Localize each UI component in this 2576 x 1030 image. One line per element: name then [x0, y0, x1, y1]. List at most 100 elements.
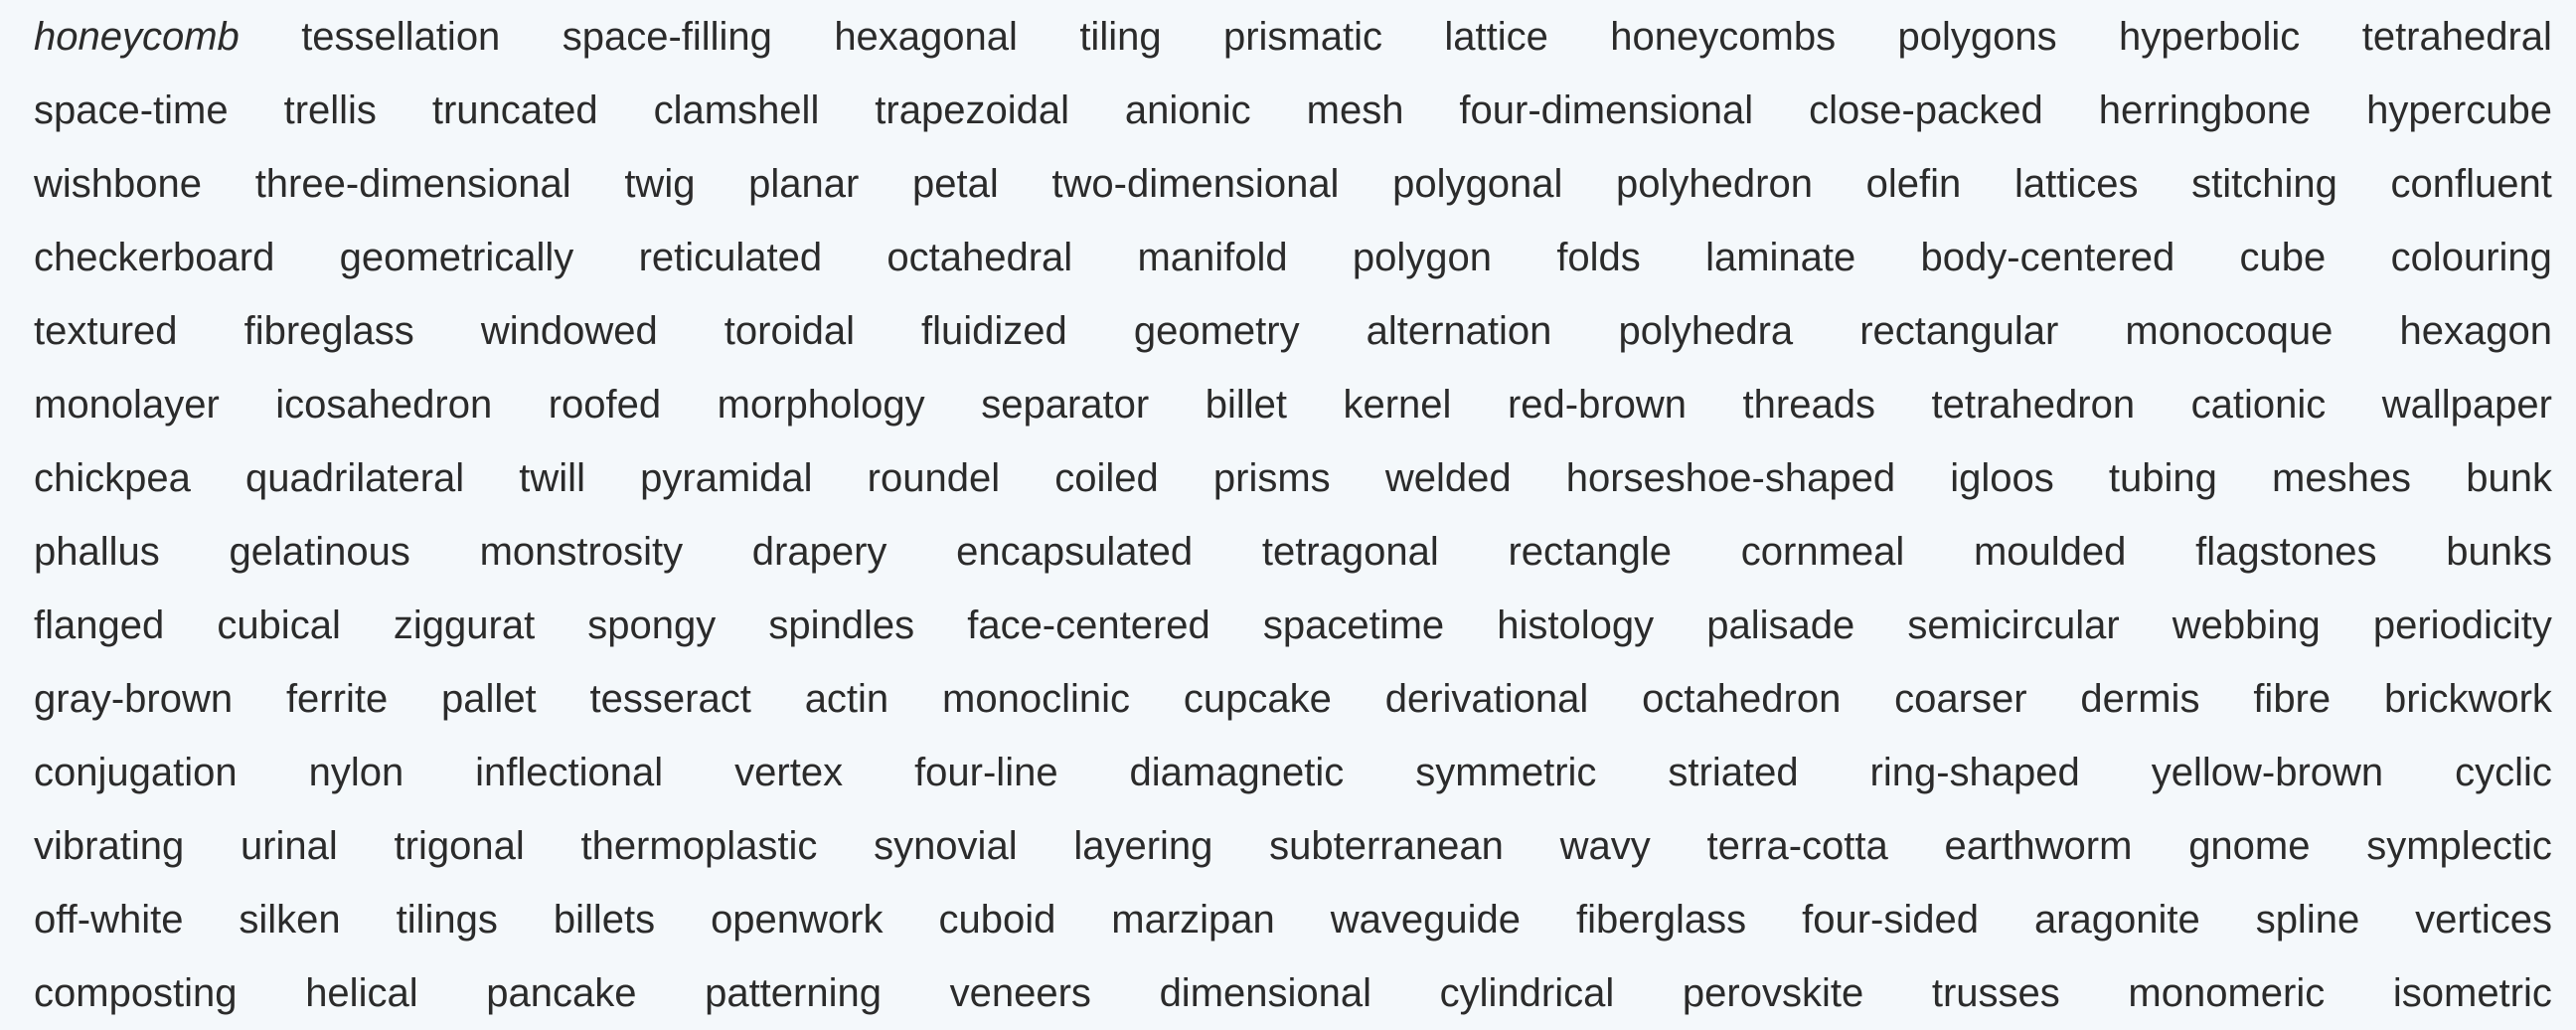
related-word[interactable]: three-dimensional: [254, 162, 571, 206]
related-word[interactable]: hexagon: [2399, 309, 2552, 353]
related-word[interactable]: space-time: [34, 88, 229, 132]
related-word[interactable]: wavy: [1559, 824, 1651, 868]
related-word[interactable]: hyperbolic: [2118, 15, 2301, 59]
related-word[interactable]: thermoplastic: [580, 824, 818, 868]
related-word[interactable]: billets: [553, 898, 656, 942]
related-word[interactable]: prismatic: [1222, 15, 1382, 59]
related-word[interactable]: polyhedra: [1618, 309, 1794, 353]
related-word[interactable]: truncated: [431, 88, 598, 132]
related-word[interactable]: patterning: [705, 971, 882, 1015]
related-word[interactable]: vibrating: [34, 824, 185, 868]
related-word[interactable]: symplectic: [2366, 824, 2552, 868]
related-word[interactable]: polyhedron: [1616, 162, 1813, 206]
related-word[interactable]: terra-cotta: [1706, 824, 1888, 868]
related-word[interactable]: moulded: [1973, 530, 2127, 574]
related-word[interactable]: four-dimensional: [1459, 88, 1754, 132]
related-word[interactable]: petal: [912, 162, 999, 206]
related-word[interactable]: wallpaper: [2381, 383, 2552, 427]
related-word[interactable]: vertex: [734, 751, 844, 794]
related-word[interactable]: two-dimensional: [1051, 162, 1340, 206]
related-word[interactable]: igloos: [1950, 456, 2054, 500]
related-word[interactable]: trapezoidal: [875, 88, 1069, 132]
related-word[interactable]: isometric: [2392, 971, 2552, 1015]
related-word[interactable]: histology: [1497, 603, 1655, 647]
related-word[interactable]: bunk: [2466, 456, 2552, 500]
related-word[interactable]: rectangular: [1859, 309, 2059, 353]
related-word[interactable]: colouring: [2390, 236, 2552, 279]
related-word[interactable]: alternation: [1366, 309, 1552, 353]
related-word[interactable]: confluent: [2390, 162, 2552, 206]
related-word[interactable]: cube: [2239, 236, 2327, 279]
related-word[interactable]: cuboid: [938, 898, 1056, 942]
related-word[interactable]: composting: [34, 971, 238, 1015]
related-word[interactable]: reticulated: [638, 236, 823, 279]
related-word[interactable]: close-packed: [1809, 88, 2043, 132]
related-word[interactable]: aragonite: [2033, 898, 2200, 942]
related-word[interactable]: spacetime: [1262, 603, 1445, 647]
related-word[interactable]: four-sided: [1802, 898, 1979, 942]
related-word[interactable]: monoclinic: [942, 677, 1131, 721]
related-word[interactable]: fiberglass: [1575, 898, 1747, 942]
related-word[interactable]: monomeric: [2128, 971, 2326, 1015]
related-word[interactable]: tubing: [2108, 456, 2217, 500]
related-word[interactable]: welded: [1384, 456, 1512, 500]
related-word[interactable]: gray-brown: [34, 677, 234, 721]
related-word[interactable]: planar: [748, 162, 860, 206]
related-word[interactable]: pallet: [441, 677, 537, 721]
related-word[interactable]: spongy: [587, 603, 717, 647]
related-word[interactable]: off-white: [34, 898, 184, 942]
related-word[interactable]: manifold: [1137, 236, 1288, 279]
related-word[interactable]: drapery: [751, 530, 887, 574]
related-word[interactable]: body-centered: [1920, 236, 2175, 279]
related-word[interactable]: red-brown: [1507, 383, 1688, 427]
related-word[interactable]: rectangle: [1508, 530, 1673, 574]
related-word[interactable]: trellis: [283, 88, 377, 132]
related-word[interactable]: ring-shaped: [1869, 751, 2080, 794]
related-word[interactable]: cylindrical: [1439, 971, 1615, 1015]
related-word[interactable]: anionic: [1124, 88, 1251, 132]
related-word[interactable]: tesseract: [589, 677, 751, 721]
related-word[interactable]: ziggurat: [393, 603, 536, 647]
related-word[interactable]: actin: [804, 677, 889, 721]
related-word[interactable]: flanged: [34, 603, 165, 647]
related-word[interactable]: laminate: [1705, 236, 1856, 279]
related-word[interactable]: symmetric: [1415, 751, 1597, 794]
related-word[interactable]: tetrahedron: [1931, 383, 2136, 427]
related-word[interactable]: fluidized: [921, 309, 1067, 353]
related-word[interactable]: conjugation: [34, 751, 238, 794]
related-word[interactable]: trigonal: [394, 824, 525, 868]
related-word[interactable]: cornmeal: [1740, 530, 1905, 574]
related-word[interactable]: periodicity: [2372, 603, 2552, 647]
related-word[interactable]: ferrite: [285, 677, 389, 721]
related-word[interactable]: subterranean: [1269, 824, 1504, 868]
related-word[interactable]: gnome: [2188, 824, 2311, 868]
related-word[interactable]: lattices: [2013, 162, 2139, 206]
related-word[interactable]: nylon: [308, 751, 404, 794]
related-word[interactable]: brickwork: [2383, 677, 2552, 721]
related-word[interactable]: polygon: [1352, 236, 1493, 279]
related-word[interactable]: toroidal: [724, 309, 855, 353]
related-word[interactable]: twig: [624, 162, 696, 206]
related-word[interactable]: roundel: [867, 456, 1001, 500]
related-word[interactable]: honeycombs: [1610, 15, 1837, 59]
related-word[interactable]: fibre: [2253, 677, 2332, 721]
related-word[interactable]: icosahedron: [275, 383, 493, 427]
related-word[interactable]: octahedral: [886, 236, 1073, 279]
related-word[interactable]: olefin: [1865, 162, 1962, 206]
related-word[interactable]: striated: [1668, 751, 1799, 794]
related-word[interactable]: silken: [239, 898, 341, 942]
related-word[interactable]: threads: [1742, 383, 1875, 427]
related-word[interactable]: four-line: [914, 751, 1058, 794]
related-word[interactable]: fibreglass: [243, 309, 414, 353]
related-word[interactable]: waveguide: [1330, 898, 1521, 942]
related-word[interactable]: tetragonal: [1261, 530, 1439, 574]
related-word[interactable]: horseshoe-shaped: [1565, 456, 1896, 500]
related-word[interactable]: textured: [34, 309, 178, 353]
related-word[interactable]: lattice: [1444, 15, 1548, 59]
related-word[interactable]: tiling: [1079, 15, 1162, 59]
related-word[interactable]: semicircular: [1907, 603, 2120, 647]
related-word[interactable]: polygonal: [1392, 162, 1563, 206]
related-word[interactable]: palisade: [1706, 603, 1855, 647]
related-word[interactable]: hypercube: [2366, 88, 2552, 132]
related-word[interactable]: spline: [2255, 898, 2360, 942]
